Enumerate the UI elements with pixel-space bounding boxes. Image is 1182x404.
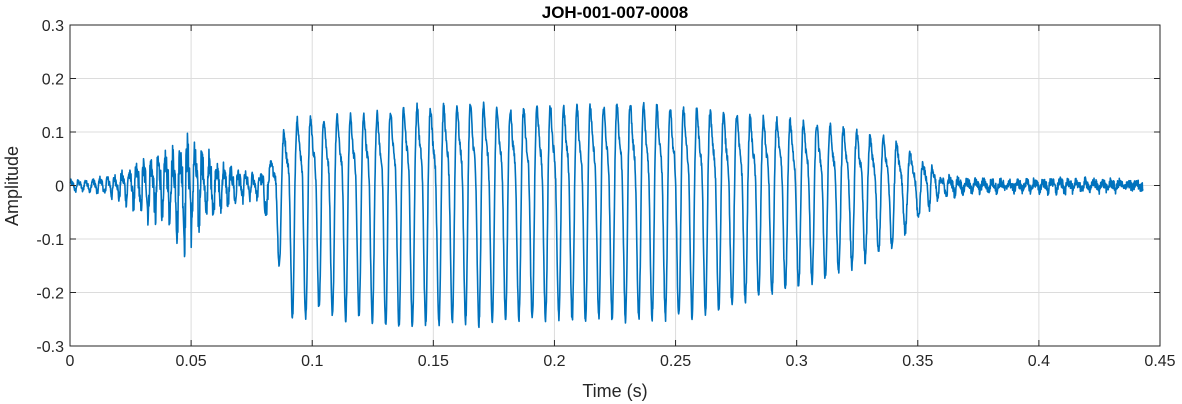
tick-layer: 0 0.05 0.1 0.15 0.2 0.25 0.3 0.35 0.4 0.45 -0.3 -0.… [36,18,1175,370]
x-tick-label: 0.15 [418,353,449,370]
x-tick-label: 0 [66,353,75,370]
y-tick-label: -0.1 [36,232,64,249]
x-tick-label: 0.35 [902,353,933,370]
x-tick-label: 0.2 [543,353,565,370]
waveform-series-line [69,101,1144,329]
y-tick-label: 0 [55,179,64,196]
x-tick-label: 0.05 [176,353,207,370]
x-axis-label: Time (s) [582,381,647,401]
y-axis-label: Amplitude [2,146,22,226]
y-tick-label: 0.2 [42,72,64,89]
chart-title: JOH-001-007-0008 [542,3,688,22]
x-tick-label: 0.25 [660,353,691,370]
series-layer [69,101,1144,329]
x-tick-label: 0.3 [786,353,808,370]
x-tick-label: 0.4 [1028,353,1050,370]
y-tick-label: -0.2 [36,286,64,303]
x-tick-label: 0.45 [1144,353,1175,370]
y-tick-label: 0.1 [42,125,64,142]
y-tick-label: 0.3 [42,18,64,35]
x-tick-label: 0.1 [301,353,323,370]
y-tick-label: -0.3 [36,339,64,356]
